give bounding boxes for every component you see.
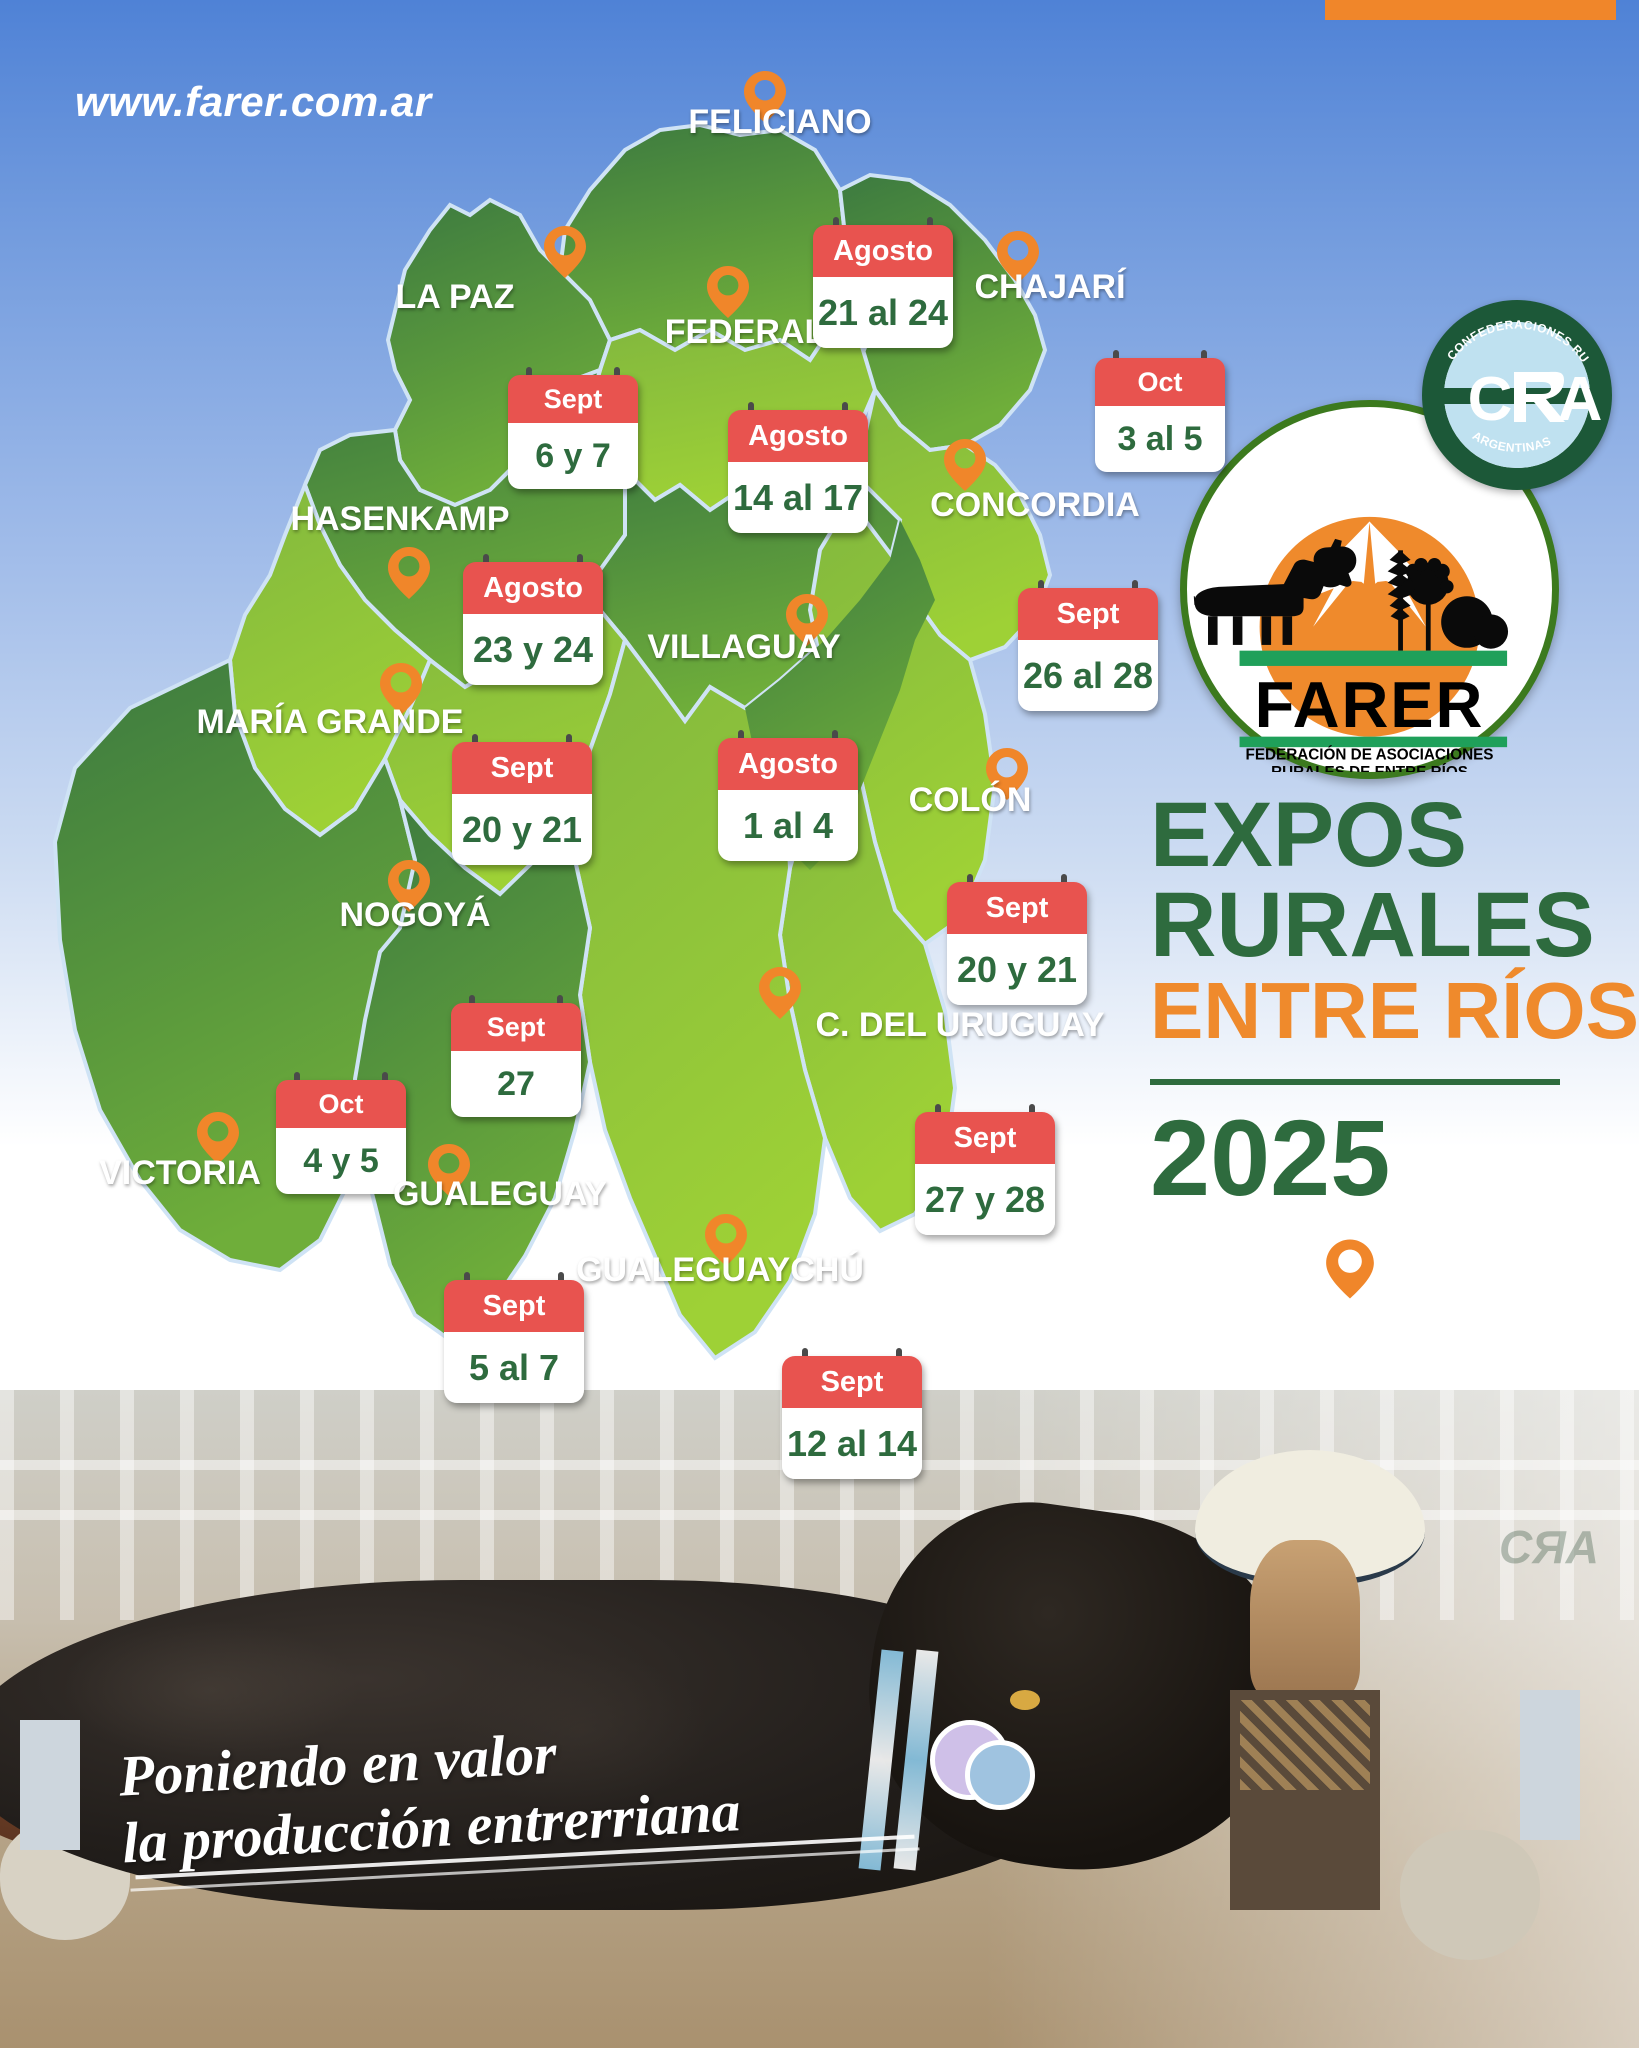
- svg-text:FARER: FARER: [1255, 668, 1485, 741]
- svg-text:FEDERACIÓN DE ASOCIACIONES: FEDERACIÓN DE ASOCIACIONES: [1246, 746, 1494, 764]
- svg-text:RURALES DE ENTRE RÍOS: RURALES DE ENTRE RÍOS: [1271, 764, 1468, 772]
- svg-text:CONFEDERACIONES RURALES: CONFEDERACIONES RURALES: [1422, 300, 1592, 365]
- svg-text:ARGENTINAS: ARGENTINAS: [1470, 428, 1553, 455]
